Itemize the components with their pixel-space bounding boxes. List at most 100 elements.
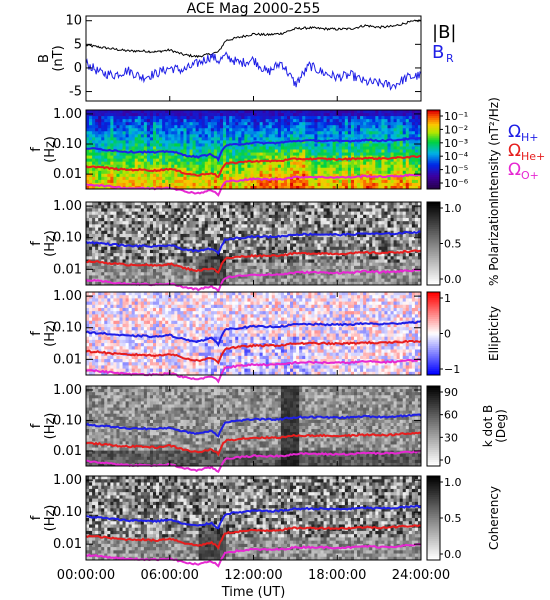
heatmap-cell	[131, 149, 136, 153]
heatmap-cell	[262, 202, 267, 206]
heatmap-cell	[296, 113, 300, 117]
heatmap-cell	[247, 167, 251, 172]
heatmap-cell	[387, 125, 391, 129]
heatmap-cell	[268, 208, 273, 212]
heatmap-cell	[396, 152, 401, 156]
heatmap-cell	[149, 256, 154, 260]
heatmap-cell	[290, 221, 294, 225]
heatmap-cell	[320, 113, 324, 117]
heatmap-cell	[101, 233, 105, 238]
heatmap-cell	[110, 128, 114, 132]
heatmap-cell	[183, 179, 187, 184]
heatmap-cell	[119, 217, 123, 222]
heatmap-cell	[399, 179, 404, 184]
heatmap-cell	[280, 128, 285, 132]
heatmap-cell	[122, 214, 126, 219]
heatmap-cell	[119, 202, 123, 206]
heatmap-cell	[247, 173, 251, 178]
heatmap-cell	[311, 272, 315, 276]
heatmap-cell	[271, 211, 276, 216]
heatmap-cell	[162, 240, 166, 244]
heatmap-cell	[277, 128, 282, 132]
heatmap-cell	[92, 179, 96, 184]
heatmap-cell	[317, 240, 321, 244]
heatmap-cell	[311, 116, 315, 120]
heatmap-cell	[274, 221, 279, 225]
heatmap-cell	[207, 110, 212, 114]
heatmap-cell	[116, 208, 120, 212]
heatmap-cell	[393, 128, 398, 132]
heatmap-cell	[293, 249, 297, 254]
heatmap-cell	[226, 202, 230, 206]
heatmap-cell	[320, 119, 324, 123]
heatmap-cell	[159, 125, 163, 129]
heatmap-cell	[411, 119, 416, 123]
heatmap-cell	[347, 113, 352, 117]
heatmap-cell	[277, 173, 282, 178]
heatmap-cell	[372, 125, 376, 129]
heatmap-cell	[326, 131, 331, 135]
heatmap-cell	[229, 155, 233, 160]
heatmap-cell	[369, 170, 373, 175]
heatmap-cell	[134, 110, 139, 114]
heatmap-cell	[162, 113, 166, 117]
heatmap-cell	[280, 143, 285, 147]
heatmap-cell	[396, 119, 401, 123]
heatmap-cell	[335, 134, 340, 138]
heatmap-cell	[408, 158, 413, 163]
heatmap-cell	[101, 217, 105, 222]
heatmap-cell	[363, 122, 367, 126]
heatmap-cell	[244, 269, 248, 273]
heatmap-cell	[384, 137, 388, 141]
heatmap-cell	[354, 140, 358, 144]
heatmap-cell	[232, 182, 236, 187]
heatmap-cell	[153, 205, 157, 209]
heatmap-cell	[417, 182, 422, 187]
heatmap-cell	[156, 205, 160, 209]
heatmap-cell	[186, 237, 190, 241]
heatmap-cell	[417, 140, 422, 144]
heatmap-cell	[247, 240, 251, 244]
heatmap-cell	[277, 155, 282, 160]
heatmap-cell	[201, 275, 206, 280]
heatmap-cell	[204, 269, 209, 273]
heatmap-cell	[189, 170, 193, 175]
heatmap-cell	[396, 185, 401, 190]
heatmap-cell	[159, 256, 163, 260]
heatmap-cell	[195, 281, 200, 286]
heatmap-cell	[146, 152, 151, 156]
heatmap-cell	[259, 243, 264, 248]
heatmap-cell	[350, 176, 355, 181]
heatmap-cell	[235, 140, 239, 144]
heatmap-cell	[274, 202, 279, 206]
heatmap-cell	[262, 143, 267, 147]
heatmap-cell	[207, 167, 212, 172]
heatmap-cell	[171, 227, 175, 232]
heatmap-cell	[207, 230, 212, 235]
heatmap-cell	[140, 170, 145, 175]
heatmap-cell	[89, 237, 93, 241]
heatmap-cell	[393, 134, 398, 138]
heatmap-cell	[137, 158, 142, 163]
heatmap-cell	[326, 152, 331, 156]
heatmap-cell	[149, 161, 154, 166]
heatmap-cell	[250, 143, 254, 147]
heatmap-cell	[180, 119, 184, 123]
heatmap-cell	[247, 275, 251, 280]
heatmap-cell	[402, 176, 407, 181]
heatmap-cell	[128, 161, 133, 166]
heatmap-cell	[183, 211, 187, 216]
heatmap-cell	[116, 237, 120, 241]
heatmap-cell	[128, 217, 133, 222]
heatmap-cell	[189, 224, 193, 228]
heatmap-cell	[226, 155, 230, 160]
heatmap-cell	[220, 110, 224, 114]
heatmap-cell	[201, 122, 206, 126]
heatmap-cell	[226, 221, 230, 225]
heatmap-cell	[174, 208, 178, 212]
heatmap-cell	[350, 113, 355, 117]
heatmap-cell	[95, 161, 99, 166]
heatmap-cell	[213, 237, 218, 241]
heatmap-cell	[317, 269, 321, 273]
heatmap-cell	[323, 205, 327, 209]
